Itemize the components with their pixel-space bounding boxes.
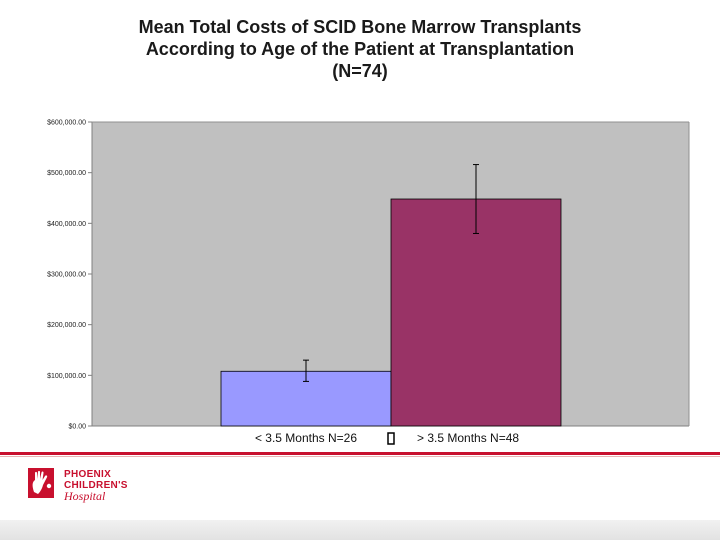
hand-logo-icon [28, 468, 54, 498]
y-axis: $0.00 $100,000.00 $200,000.00 $300,000.00 $4… [47, 120, 92, 431]
y-tick-label: $100,000.00 [47, 373, 86, 380]
y-tick-label: $200,000.00 [47, 322, 86, 329]
footer-divider [0, 452, 720, 455]
x-category-label: > 3.5 Months N=48 [417, 431, 519, 445]
bar [390, 198, 562, 427]
x-axis-labels: < 3.5 Months N=26 > 3.5 Months N=48 [255, 431, 519, 445]
footer-divider-thin [0, 456, 720, 457]
chart-title-line-2: According to Age of the Patient at Trans… [145, 39, 575, 59]
hospital-logo: PHOENIX CHILDREN'S Hospital [26, 466, 166, 510]
bottom-band [0, 520, 720, 540]
legend-key-marker [387, 432, 395, 445]
y-tick-label: $400,000.00 [47, 221, 86, 228]
error-bars-group [303, 164, 479, 382]
bar-chart: $0.00 $100,000.00 $200,000.00 $300,000.00 $4… [47, 120, 690, 445]
logo-line-1: PHOENIX [64, 469, 112, 480]
logo-line-2: CHILDREN'S [64, 480, 128, 491]
chart-title-line-3: (N=74) [332, 61, 388, 81]
x-category-label: < 3.5 Months N=26 [255, 431, 357, 445]
y-tick-label: $300,000.00 [47, 272, 86, 279]
y-tick-label: $600,000.00 [47, 120, 86, 127]
chart-title-line-1: Mean Total Costs of SCID Bone Marrow Tra… [138, 17, 582, 37]
chart-title: Mean Total Costs of SCID Bone Marrow Tra… [60, 16, 660, 82]
logo-wordmark: PHOENIX CHILDREN'S Hospital [64, 469, 128, 502]
y-tick-label: $0.00 [68, 424, 86, 431]
y-tick-label: $500,000.00 [47, 170, 86, 177]
logo-line-3: Hospital [64, 489, 106, 503]
